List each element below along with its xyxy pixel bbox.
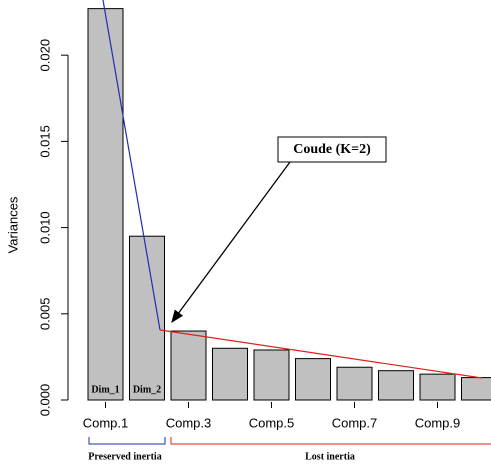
bar	[129, 235, 165, 401]
y-tick-label: 0.010	[37, 211, 52, 244]
preserved-label: Preserved inertia	[88, 451, 161, 462]
elbow-line-preserved	[102, 0, 161, 331]
bar	[253, 349, 290, 401]
y-tick-label: 0.005	[37, 298, 52, 331]
x-tick-label: Comp.7	[332, 415, 378, 430]
y-axis-label: Variances	[5, 196, 20, 253]
bar-label: Dim_2	[133, 384, 161, 395]
elbow-line-lost	[159, 329, 483, 379]
bar	[461, 377, 491, 401]
bar-label: Dim_1	[91, 384, 119, 395]
y-tick-label: 0.000	[37, 384, 52, 417]
elbow-arrow	[171, 161, 291, 324]
lost-label: Lost inertia	[305, 451, 355, 462]
bar	[170, 330, 207, 401]
x-tick-label: Comp.5	[249, 415, 295, 430]
x-tick-label: Comp.9	[415, 415, 461, 430]
preserved-bracket	[88, 437, 166, 445]
elbow-box	[277, 136, 387, 163]
y-tick-label: 0.015	[37, 125, 52, 158]
lost-bracket	[170, 437, 491, 445]
bar	[212, 347, 248, 401]
bar	[378, 370, 414, 401]
x-tick-label: Comp.1	[83, 415, 129, 430]
x-tick-label: Comp.3	[166, 415, 212, 430]
bar	[336, 366, 373, 401]
y-tick-label: 0.020	[37, 39, 52, 72]
bar	[419, 373, 456, 401]
bar	[87, 8, 124, 401]
elbow-label: Coude (K=2)	[293, 142, 371, 157]
bar	[295, 358, 331, 401]
